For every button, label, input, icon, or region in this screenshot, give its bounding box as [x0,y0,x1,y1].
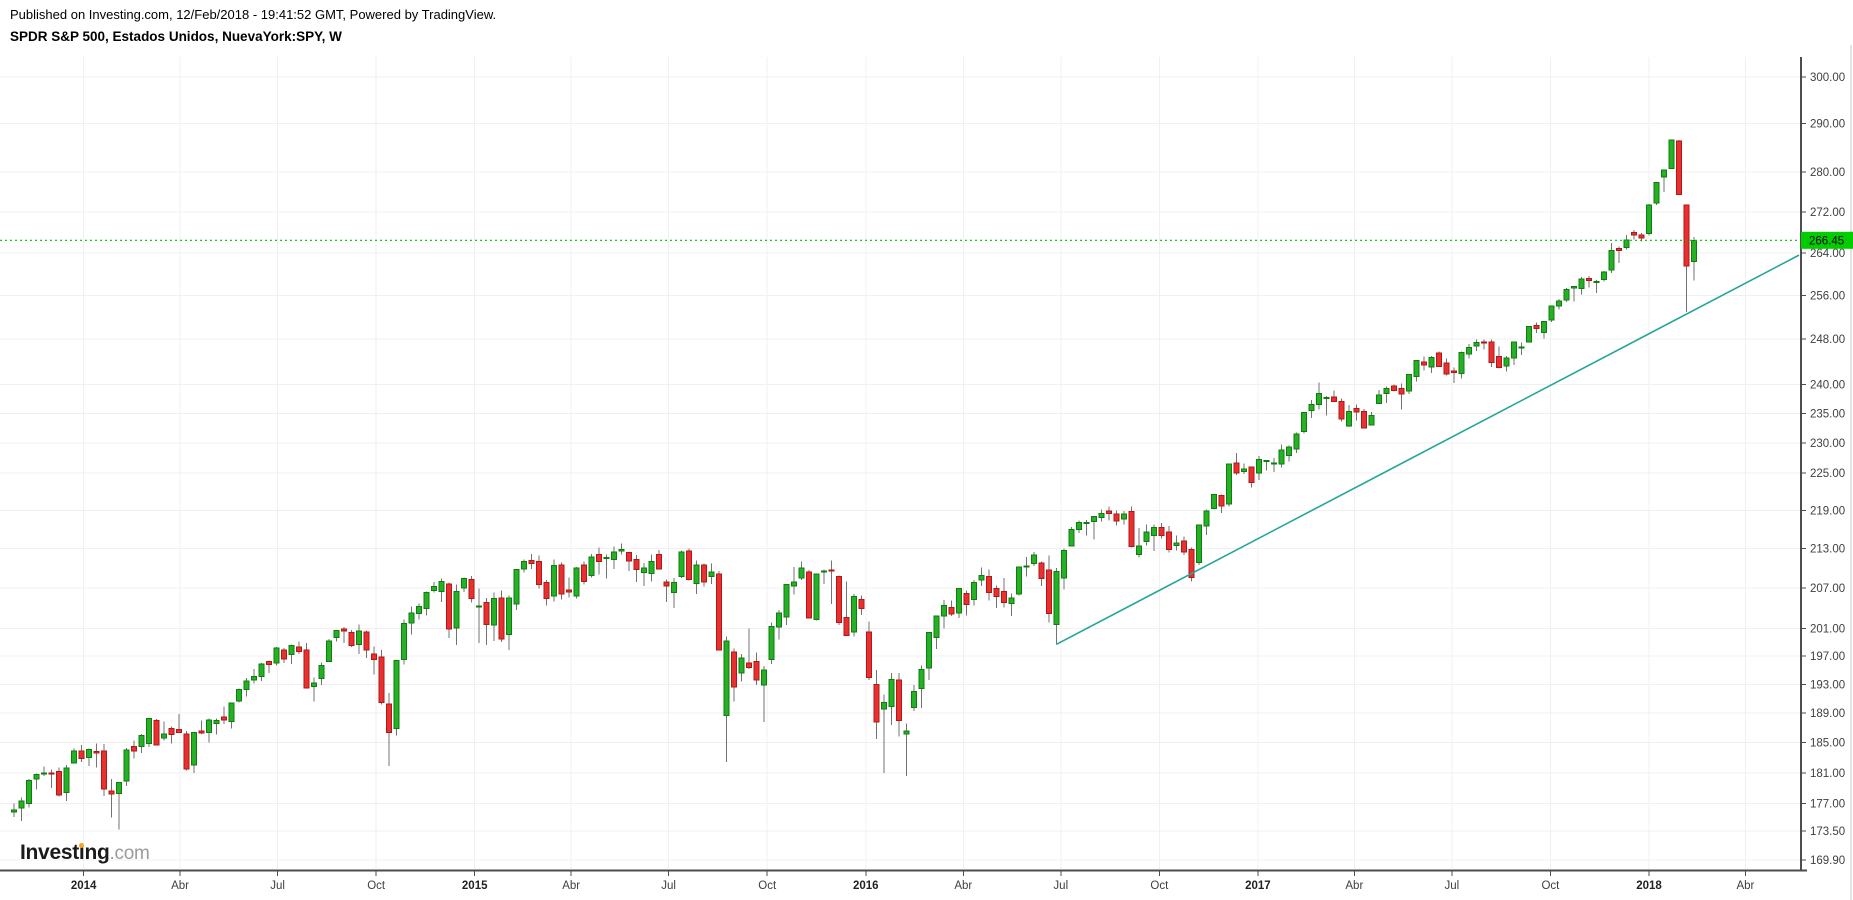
svg-text:219.00: 219.00 [1810,505,1845,517]
svg-text:Jul: Jul [1445,880,1460,892]
svg-text:169.90: 169.90 [1810,855,1845,867]
svg-text:189.00: 189.00 [1810,708,1845,720]
investing-logo: Investıng.com [20,841,150,865]
logo-text-post: ng [84,841,110,864]
svg-text:197.00: 197.00 [1810,651,1845,663]
svg-text:2016: 2016 [853,880,879,892]
svg-text:Jul: Jul [270,880,285,892]
svg-text:177.00: 177.00 [1810,799,1845,811]
svg-text:Abr: Abr [171,880,189,892]
svg-text:235.00: 235.00 [1810,408,1845,420]
svg-text:201.00: 201.00 [1810,623,1845,635]
trendline [1056,254,1800,646]
svg-text:300.00: 300.00 [1810,72,1845,84]
logo-tld: .com [109,843,150,864]
y-axis-labels: 300.00 290.00 280.00 272.00 264.00 256.00 248.… [1801,72,1845,867]
svg-text:240.00: 240.00 [1810,379,1845,391]
svg-text:207.00: 207.00 [1810,583,1845,595]
svg-text:2018: 2018 [1636,880,1662,892]
chart-header: Published on Investing.com, 12/Feb/2018 … [10,7,496,44]
svg-text:Abr: Abr [1736,880,1754,892]
svg-text:2014: 2014 [71,880,97,892]
svg-text:230.00: 230.00 [1810,438,1845,450]
x-axis-labels: 2014 Abr Jul Oct 2015 Abr Jul Oct 2016 Abr Jul Oct 2… [71,871,1755,892]
svg-text:Abr: Abr [1345,880,1363,892]
svg-text:Oct: Oct [758,880,777,892]
current-price-label: 266.45 [1801,231,1853,249]
svg-text:Abr: Abr [562,880,580,892]
svg-text:Oct: Oct [1541,880,1560,892]
logo-i-orange-dot-icon: ı [78,841,85,864]
gridlines [0,57,1800,869]
svg-text:2017: 2017 [1245,880,1271,892]
svg-text:280.00: 280.00 [1810,167,1845,179]
svg-text:Oct: Oct [1150,880,1169,892]
svg-text:Oct: Oct [367,880,386,892]
svg-text:181.00: 181.00 [1810,768,1845,780]
logo-brand: Investıng [20,841,110,864]
logo-text-pre: Invest [20,841,79,864]
svg-text:193.00: 193.00 [1810,679,1845,691]
svg-text:256.00: 256.00 [1810,290,1845,302]
svg-text:266.45: 266.45 [1809,235,1844,247]
candles [11,139,1697,830]
axes [0,45,1852,900]
svg-text:Jul: Jul [1053,880,1068,892]
svg-text:290.00: 290.00 [1810,119,1845,131]
svg-text:213.00: 213.00 [1810,544,1845,556]
instrument-title: SPDR S&P 500, Estados Unidos, NuevaYork:… [10,29,342,44]
svg-text:225.00: 225.00 [1810,468,1845,480]
svg-text:185.00: 185.00 [1810,738,1845,750]
svg-text:264.00: 264.00 [1810,248,1845,260]
svg-text:2015: 2015 [462,880,488,892]
svg-text:248.00: 248.00 [1810,334,1845,346]
svg-text:Jul: Jul [661,880,676,892]
svg-text:173.50: 173.50 [1810,826,1845,838]
svg-text:272.00: 272.00 [1810,207,1845,219]
published-info: Published on Investing.com, 12/Feb/2018 … [10,7,497,22]
svg-text:Abr: Abr [954,880,972,892]
